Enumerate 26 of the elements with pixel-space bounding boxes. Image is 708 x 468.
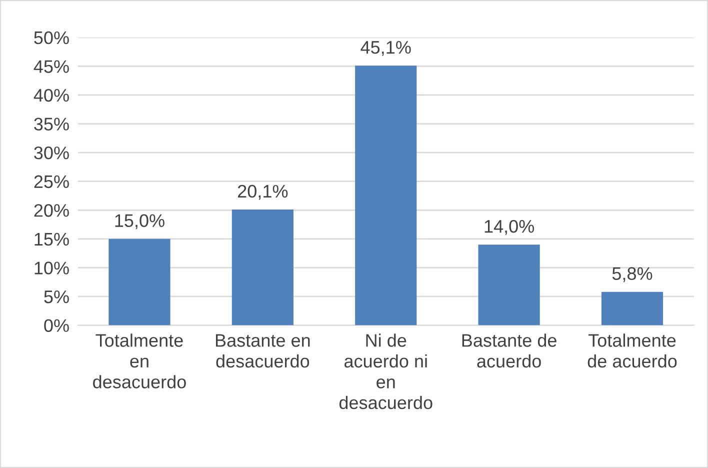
bar [232,210,294,326]
y-tick-label: 40% [34,88,69,102]
y-tick-label: 5% [44,290,69,304]
x-tick-label: Bastante en desacuerdo [216,334,310,368]
y-tick-label: 20% [34,204,69,217]
bar [108,238,170,326]
bar [355,66,417,326]
data-label: 20,1% [238,184,288,200]
data-label: 15,0% [115,214,164,230]
y-tick-label: 25% [34,175,69,188]
y-tick-label: 45% [34,60,69,73]
bar [601,292,664,326]
x-tick-label: Totalmente de acuerdo [588,334,677,368]
data-label: 14,0% [484,220,534,235]
data-label: 45,1% [360,41,411,56]
y-tick-label: 10% [34,262,69,274]
x-tick-label: Totalmente en desacuerdo [93,334,186,388]
bar [478,244,540,326]
data-label: 5,8% [612,267,652,282]
y-tick-label: 50% [34,31,69,44]
x-tick-label: Ni de acuerdo ni en desacuerdo [339,334,432,410]
y-tick-label: 30% [34,146,69,160]
y-tick-label: 0% [44,319,69,332]
y-tick-label: 15% [34,232,69,246]
y-tick-label: 35% [34,118,69,131]
x-tick-label: Bastante de acuerdo [462,334,556,368]
